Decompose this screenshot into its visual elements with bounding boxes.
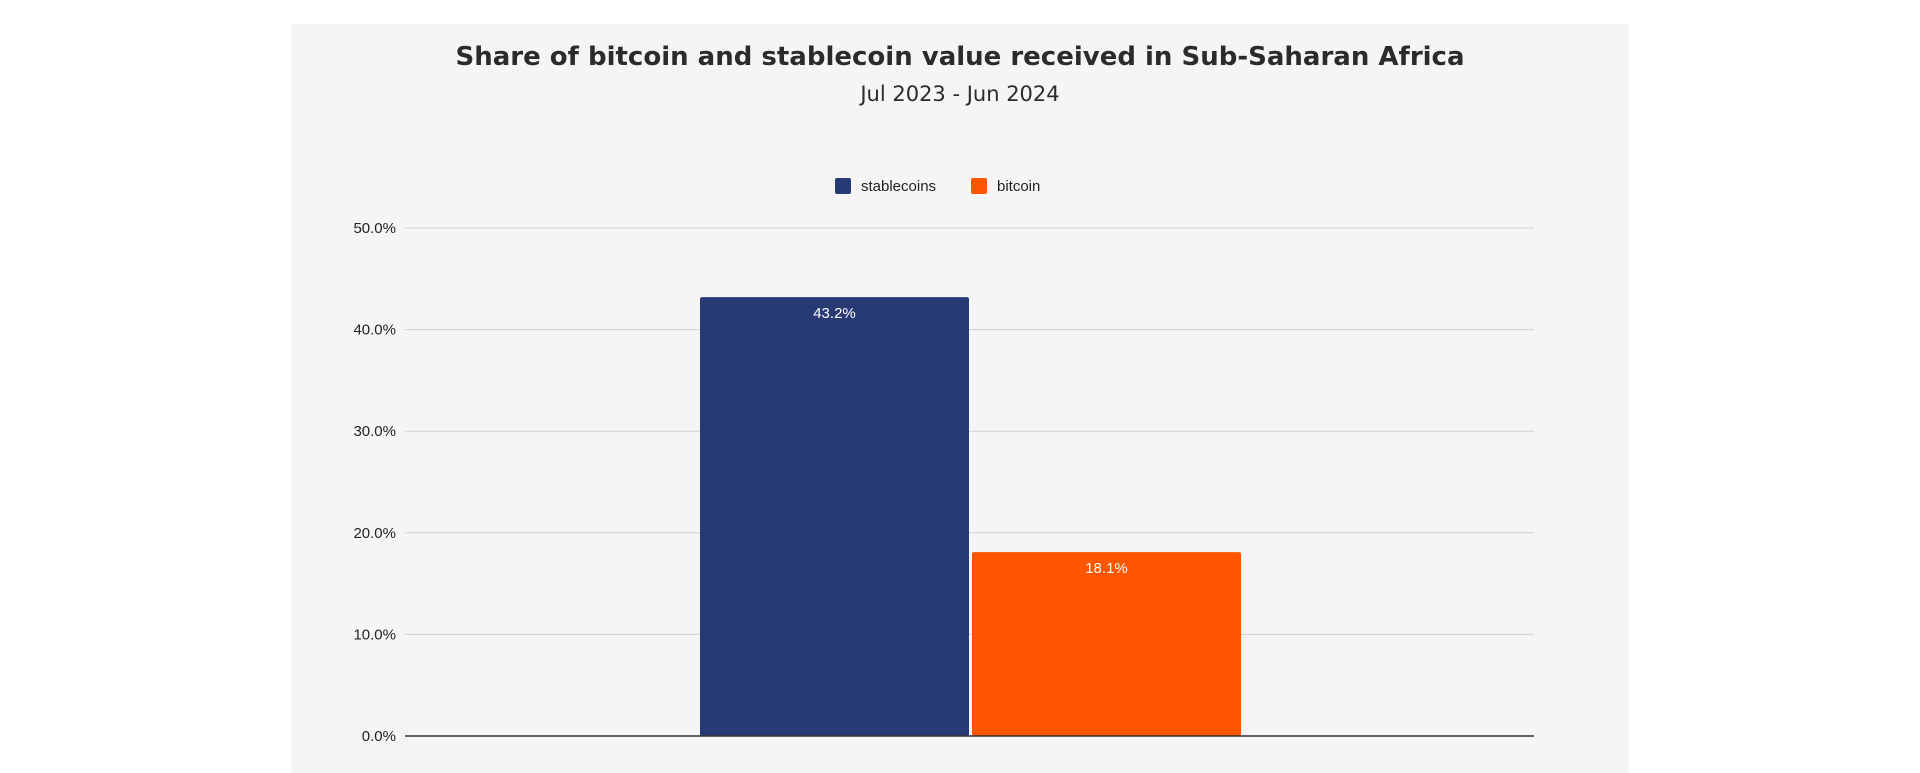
legend-swatch-bitcoin	[971, 178, 987, 194]
y-axis-tick-labels: 0.0% 10.0% 20.0% 30.0% 40.0% 50.0%	[353, 220, 396, 745]
bars	[700, 297, 1241, 736]
data-label-stablecoins: 43.2%	[813, 305, 856, 322]
legend-label-bitcoin: bitcoin	[997, 178, 1040, 195]
y-tick-label: 30.0%	[353, 423, 396, 440]
y-tick-label: 20.0%	[353, 525, 396, 542]
bar-bitcoin[interactable]	[972, 552, 1241, 736]
gridlines	[405, 227, 1534, 635]
chart-subtitle: Jul 2023 - Jun 2024	[860, 82, 1060, 106]
data-labels: 43.2% 18.1%	[813, 305, 1128, 577]
legend-swatch-stablecoins	[835, 178, 851, 194]
legend-item-bitcoin[interactable]: bitcoin	[971, 178, 1040, 195]
y-tick-label: 10.0%	[353, 626, 396, 643]
legend[interactable]: stablecoins bitcoin	[835, 178, 1040, 195]
bar-stablecoins[interactable]	[700, 297, 969, 736]
y-tick-label: 0.0%	[362, 728, 396, 745]
chart-title: Share of bitcoin and stablecoin value re…	[455, 42, 1465, 72]
y-tick-label: 40.0%	[353, 322, 396, 339]
data-label-bitcoin: 18.1%	[1085, 560, 1128, 577]
y-tick-label: 50.0%	[353, 220, 396, 237]
legend-label-stablecoins: stablecoins	[861, 178, 936, 195]
legend-item-stablecoins[interactable]: stablecoins	[835, 178, 936, 195]
